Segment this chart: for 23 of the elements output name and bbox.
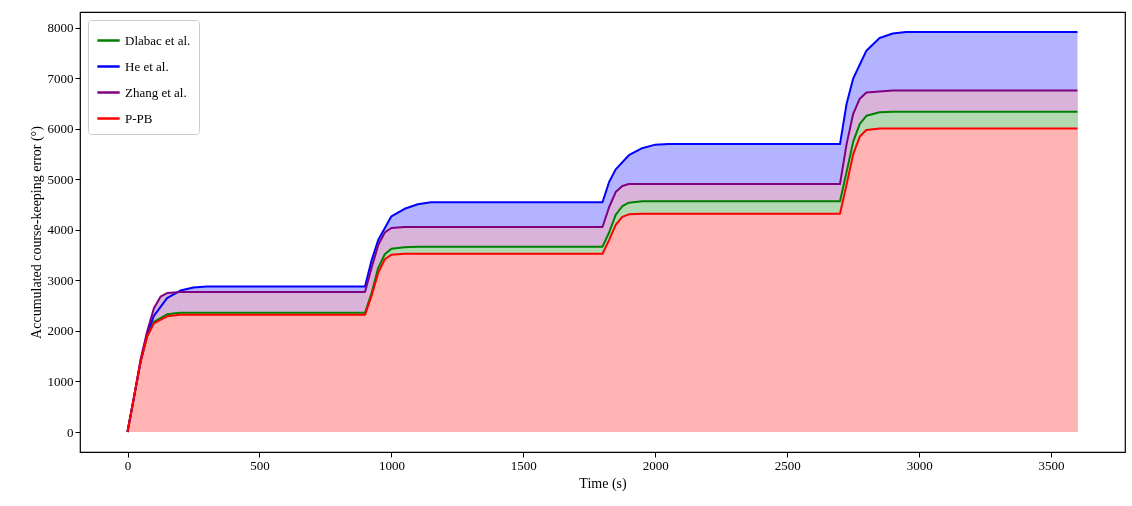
legend-label: P-PB	[125, 110, 153, 126]
y-tick-label: 8000	[47, 20, 74, 36]
legend-label: Dlabac et al.	[125, 32, 191, 48]
x-tick-label: 2500	[774, 457, 801, 473]
x-tick-label: 2000	[642, 457, 669, 473]
y-tick-label: 4000	[47, 222, 74, 238]
y-tick-label: 1000	[47, 373, 74, 389]
x-tick-label: 1500	[510, 457, 537, 473]
x-tick-label: 3500	[1038, 457, 1065, 473]
x-tick-label: 3000	[906, 457, 933, 473]
legend-label: He et al.	[125, 58, 169, 74]
y-tick-label: 7000	[47, 70, 74, 86]
x-tick-label: 500	[250, 457, 270, 473]
x-tick-label: 0	[124, 457, 132, 473]
y-tick-label: 3000	[47, 272, 74, 288]
y-tick-label: 0	[67, 424, 74, 440]
x-axis-title: Time (s)	[579, 475, 627, 492]
y-tick-label: 2000	[47, 323, 74, 339]
y-axis-title: Accumulated course-keeping error (°)	[28, 125, 45, 339]
x-tick-label: 1000	[378, 457, 405, 473]
legend-label: Zhang et al.	[125, 84, 187, 100]
y-tick-label: 5000	[47, 171, 74, 187]
y-tick-label: 6000	[47, 121, 74, 137]
